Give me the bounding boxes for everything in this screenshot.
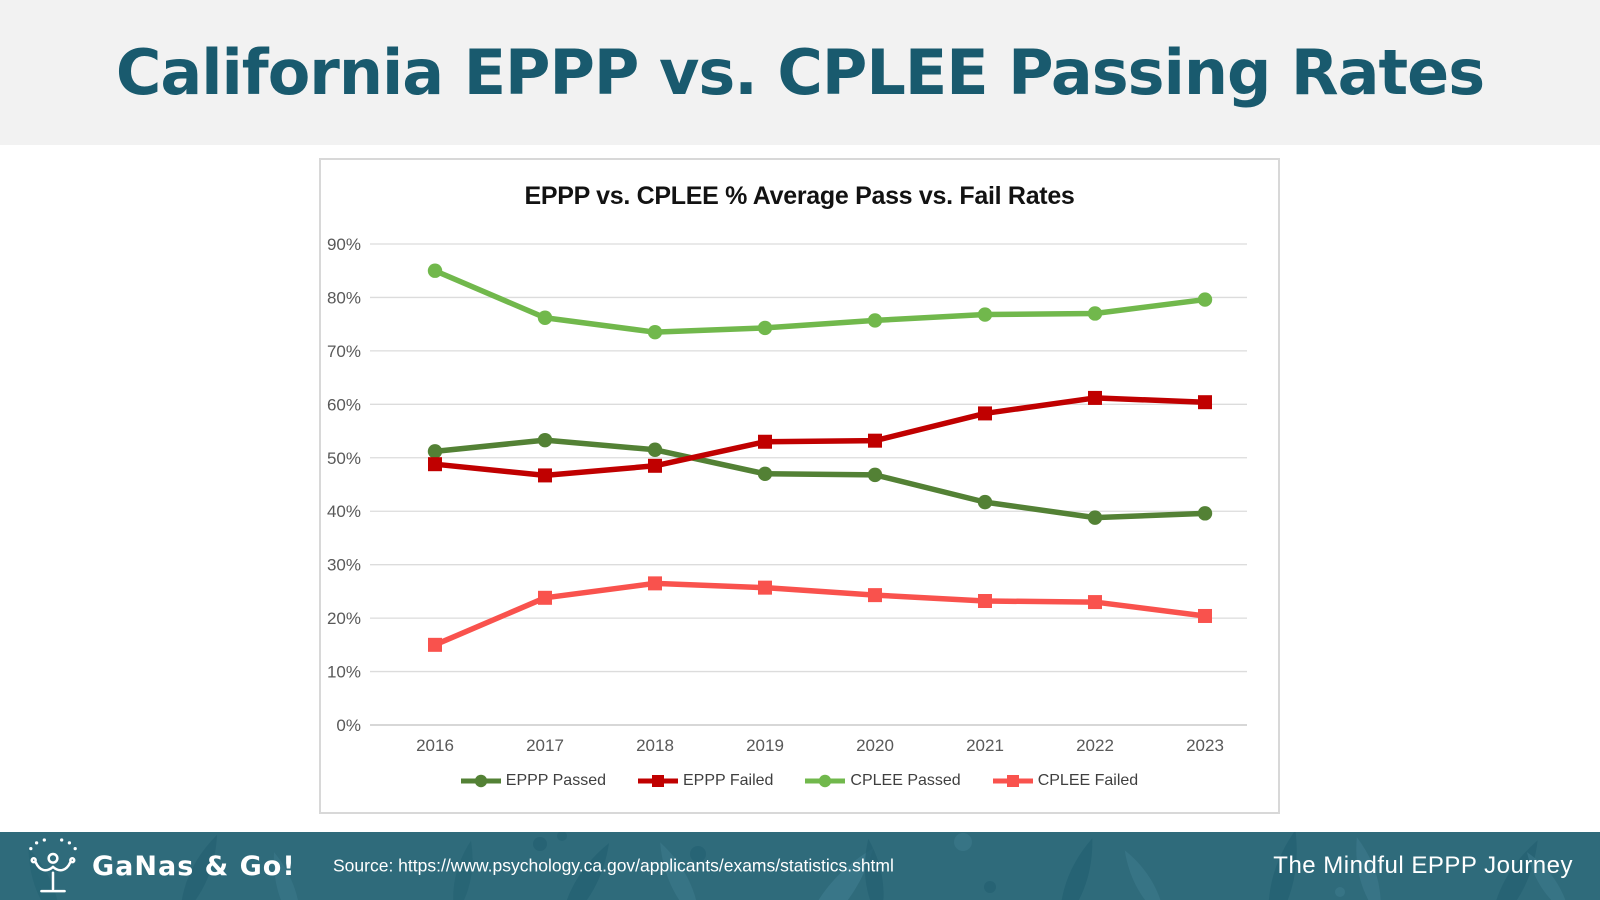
chart-legend: EPPP Passed EPPP Failed CPLEE Passed CPLEE … [321, 772, 1278, 790]
data-point-marker [1087, 510, 1103, 525]
data-point-marker [1198, 395, 1212, 410]
x-axis-tick-label: 2018 [636, 736, 674, 755]
legend-label: CPLEE Passed [850, 772, 961, 789]
data-point-marker [538, 590, 552, 605]
data-point-marker [428, 457, 442, 472]
data-point-marker [1087, 306, 1103, 321]
y-axis-tick-label: 40% [327, 502, 361, 521]
data-point-marker [977, 307, 993, 322]
y-axis-tick-label: 70% [327, 342, 361, 361]
y-axis-tick-label: 90% [327, 235, 361, 254]
gridlines [370, 243, 1247, 726]
legend-swatch [805, 774, 846, 788]
brand-logo: GaNas & Go! [26, 837, 296, 895]
x-axis-tick-label: 2019 [746, 736, 784, 755]
x-axis-tick-label: 2023 [1186, 736, 1224, 755]
legend-swatch [638, 775, 678, 787]
series-eppp-passed [427, 432, 1213, 525]
data-point-marker [647, 324, 663, 340]
data-point-marker [1197, 292, 1213, 307]
data-point-marker [1088, 595, 1102, 610]
y-axis-tick-label: 50% [327, 449, 361, 468]
y-axis-tick-label: 30% [327, 556, 361, 575]
data-point-marker [537, 432, 553, 448]
y-axis-tick-label: 60% [327, 395, 361, 414]
footer-bar: GaNas & Go! Source: https://www.psycholo… [0, 832, 1600, 900]
data-point-marker [868, 588, 882, 603]
legend-label: EPPP Failed [683, 772, 774, 789]
data-point-marker [648, 458, 662, 473]
x-axis-tick-label: 2020 [856, 736, 894, 755]
data-point-marker [538, 468, 552, 483]
source-citation: Source: https://www.psychology.ca.gov/ap… [333, 855, 894, 876]
data-point-marker [758, 580, 772, 595]
y-axis-tick-label: 20% [327, 609, 361, 628]
y-axis-tick-label: 10% [327, 663, 361, 682]
legend-swatch [460, 774, 501, 788]
data-point-marker [977, 494, 993, 510]
series-eppp-failed [428, 390, 1212, 483]
data-point-marker [647, 442, 663, 457]
leaf-pattern-decoration [20, 832, 1577, 900]
legend-label: CPLEE Failed [1037, 772, 1139, 789]
data-point-marker [867, 467, 883, 483]
data-point-marker [868, 433, 882, 448]
data-point-marker [648, 576, 662, 591]
chart-plot-area: 0% 10% 20% 30% 40% 50% 60% 70% 80% 90% 2016 2017 201… [327, 235, 1247, 755]
ganas-and-go-logo-icon [29, 838, 77, 893]
legend-item: EPPP Failed [638, 772, 773, 790]
x-axis-tick-label: 2017 [526, 736, 564, 755]
series-cplee-failed [428, 576, 1212, 652]
chart-card: 0% 10% 20% 30% 40% 50% 60% 70% 80% 90% 2016 2017 201… [319, 158, 1280, 814]
legend-item: CPLEE Passed [805, 772, 961, 790]
data-point-marker [757, 466, 773, 482]
legend-label: EPPP Passed [505, 772, 606, 789]
series-cplee-passed [427, 263, 1213, 340]
data-point-marker [867, 313, 883, 328]
chart-title: EPPP vs. CPLEE % Average Pass vs. Fail R… [524, 182, 1075, 210]
legend-item: EPPP Passed [460, 772, 606, 790]
legend-swatch [992, 775, 1033, 787]
x-axis-tick-label: 2022 [1076, 736, 1114, 755]
data-point-marker [427, 263, 443, 278]
legend-item: CPLEE Failed [992, 772, 1139, 790]
data-point-marker [758, 434, 772, 449]
page-title: California EPPP vs. CPLEE Passing Rates [115, 36, 1485, 109]
data-point-marker [1198, 608, 1212, 623]
data-point-marker [1197, 506, 1213, 521]
y-axis-tick-label: 80% [327, 288, 361, 307]
data-point-marker [428, 637, 442, 652]
data-point-marker [427, 444, 443, 459]
footer-tagline: The Mindful EPPP Journey [1273, 852, 1573, 879]
main-area: 0% 10% 20% 30% 40% 50% 60% 70% 80% 90% 2016 2017 201… [0, 145, 1600, 832]
data-point-marker [537, 310, 553, 325]
data-point-marker [978, 594, 992, 609]
data-point-marker [1088, 390, 1102, 405]
data-point-marker [978, 406, 992, 421]
x-axis-tick-label: 2021 [966, 736, 1004, 755]
x-axis-tick-label: 2016 [416, 736, 454, 755]
data-point-marker [757, 320, 773, 336]
logo-text: GaNas & Go! [92, 850, 296, 882]
y-axis-tick-label: 0% [336, 716, 361, 735]
header-banner: California EPPP vs. CPLEE Passing Rates [0, 0, 1600, 145]
